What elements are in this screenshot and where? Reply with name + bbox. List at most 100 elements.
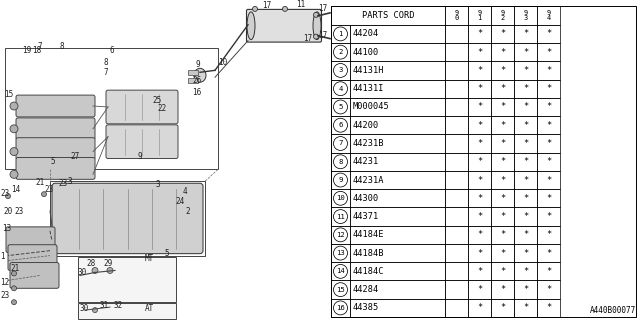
Text: 20: 20 xyxy=(3,206,12,215)
Text: *: * xyxy=(546,212,551,221)
Bar xyxy=(491,262,514,281)
Bar xyxy=(468,134,491,153)
Text: *: * xyxy=(500,139,505,148)
Text: *: * xyxy=(477,249,482,258)
Bar xyxy=(350,25,445,43)
Bar xyxy=(350,153,445,171)
Bar xyxy=(491,80,514,98)
Text: 44184C: 44184C xyxy=(353,267,385,276)
Text: 15: 15 xyxy=(336,287,345,292)
Circle shape xyxy=(253,6,257,12)
Bar xyxy=(331,207,350,226)
Bar xyxy=(445,98,468,116)
Text: *: * xyxy=(523,194,528,203)
Bar xyxy=(537,244,560,262)
Bar xyxy=(491,207,514,226)
Text: 14: 14 xyxy=(11,185,20,194)
Bar xyxy=(445,134,468,153)
Text: *: * xyxy=(500,121,505,130)
Text: 29: 29 xyxy=(103,259,112,268)
Bar xyxy=(537,262,560,281)
Text: 44100: 44100 xyxy=(353,48,380,57)
Bar xyxy=(491,299,514,317)
Bar xyxy=(491,25,514,43)
Text: 8: 8 xyxy=(60,42,65,51)
Bar xyxy=(537,171,560,189)
Bar xyxy=(514,244,537,262)
Bar xyxy=(491,43,514,61)
Bar xyxy=(491,134,514,153)
Text: *: * xyxy=(477,139,482,148)
Text: 44231B: 44231B xyxy=(353,139,385,148)
FancyBboxPatch shape xyxy=(16,118,95,140)
Text: 44371: 44371 xyxy=(353,212,380,221)
Text: 2: 2 xyxy=(339,49,342,55)
Text: M000045: M000045 xyxy=(353,102,390,111)
Bar xyxy=(514,6,537,25)
Bar xyxy=(331,189,350,207)
Text: *: * xyxy=(523,176,528,185)
Text: *: * xyxy=(523,267,528,276)
Text: *: * xyxy=(500,157,505,166)
Text: *: * xyxy=(523,121,528,130)
Bar xyxy=(537,80,560,98)
Text: *: * xyxy=(546,102,551,111)
Bar xyxy=(445,61,468,80)
FancyBboxPatch shape xyxy=(16,95,95,117)
Text: *: * xyxy=(477,66,482,75)
Bar xyxy=(468,153,491,171)
Bar xyxy=(468,262,491,281)
Bar xyxy=(491,6,514,25)
Text: 44184B: 44184B xyxy=(353,249,385,258)
Bar xyxy=(468,207,491,226)
Bar xyxy=(491,189,514,207)
Bar xyxy=(445,244,468,262)
Bar xyxy=(514,80,537,98)
Text: 9
2: 9 2 xyxy=(500,10,504,21)
Text: 7: 7 xyxy=(339,140,342,147)
Text: 23: 23 xyxy=(0,189,9,198)
Text: *: * xyxy=(477,176,482,185)
Text: A440B00077: A440B00077 xyxy=(589,306,636,315)
Bar xyxy=(468,244,491,262)
Text: 4: 4 xyxy=(339,86,342,92)
Bar xyxy=(514,134,537,153)
Bar xyxy=(537,299,560,317)
Bar xyxy=(514,189,537,207)
Bar xyxy=(445,116,468,134)
Circle shape xyxy=(12,300,17,305)
Text: 5: 5 xyxy=(164,249,168,258)
Text: *: * xyxy=(477,102,482,111)
Text: 44231A: 44231A xyxy=(353,176,385,185)
Bar xyxy=(188,78,198,83)
Text: *: * xyxy=(500,212,505,221)
Text: 13: 13 xyxy=(2,224,12,233)
Text: 44204: 44204 xyxy=(353,29,380,38)
Bar xyxy=(491,61,514,80)
FancyBboxPatch shape xyxy=(106,125,178,158)
Bar xyxy=(468,116,491,134)
Text: 3: 3 xyxy=(68,177,72,186)
Bar xyxy=(537,207,560,226)
Bar xyxy=(350,281,445,299)
Text: 25: 25 xyxy=(152,96,161,105)
Text: *: * xyxy=(500,66,505,75)
Circle shape xyxy=(93,308,97,313)
Bar xyxy=(331,116,350,134)
FancyBboxPatch shape xyxy=(52,183,203,254)
Ellipse shape xyxy=(194,68,206,82)
Text: 44184E: 44184E xyxy=(353,230,385,239)
Text: 9: 9 xyxy=(138,152,143,161)
Bar xyxy=(331,6,445,25)
Bar xyxy=(491,281,514,299)
Text: 17: 17 xyxy=(262,1,271,11)
Text: *: * xyxy=(523,84,528,93)
FancyBboxPatch shape xyxy=(246,9,321,42)
Bar xyxy=(491,116,514,134)
Text: 23: 23 xyxy=(0,291,9,300)
Bar xyxy=(350,134,445,153)
Text: *: * xyxy=(500,285,505,294)
Circle shape xyxy=(107,268,113,273)
Text: 5: 5 xyxy=(50,157,54,166)
Text: 44200: 44200 xyxy=(353,121,380,130)
